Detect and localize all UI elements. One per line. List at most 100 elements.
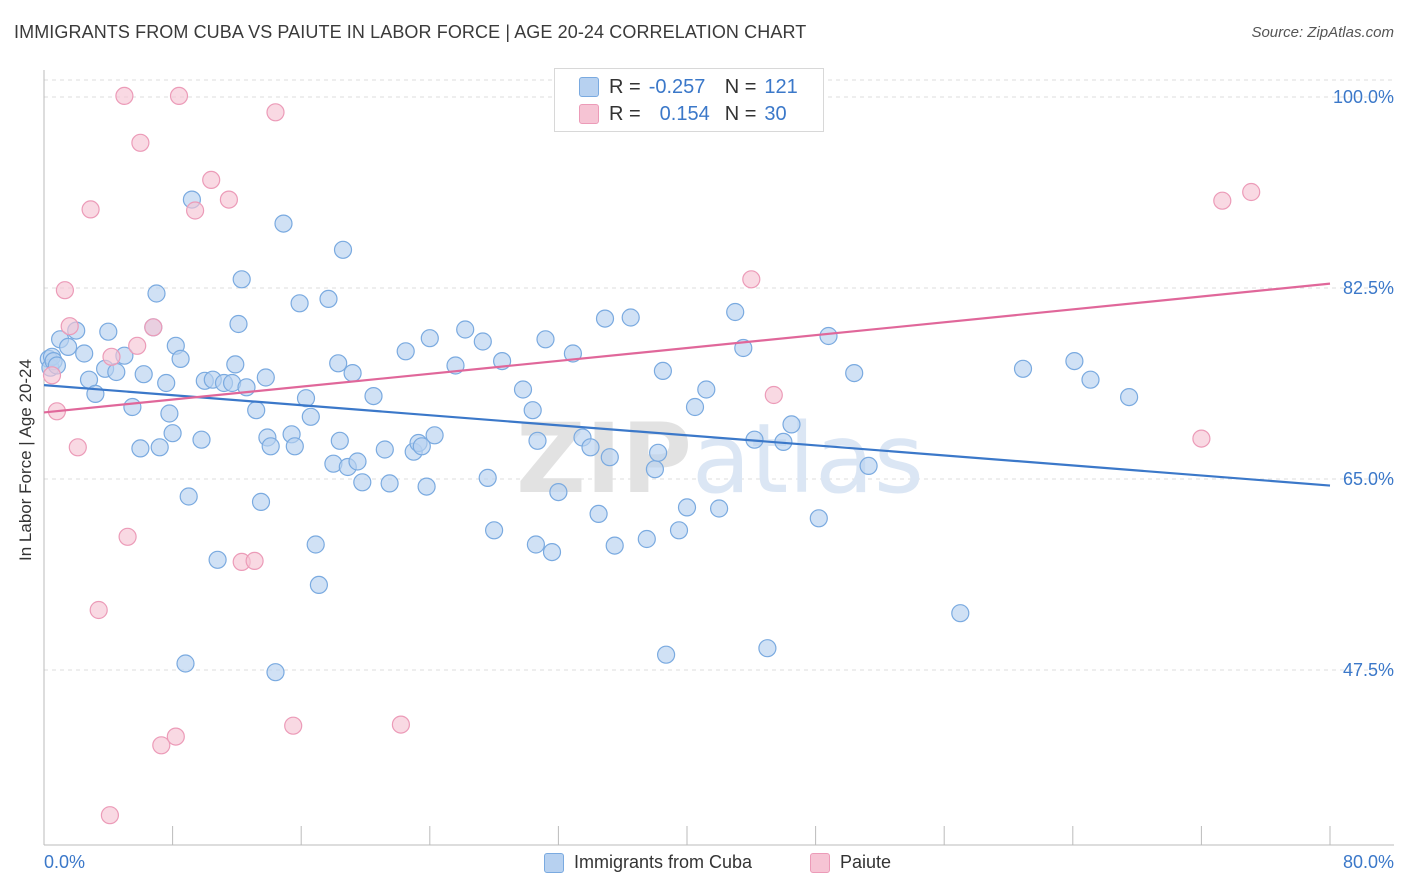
y-tick-label: 82.5% (1343, 278, 1394, 298)
cuba-point (176, 654, 195, 673)
cuba-point (417, 477, 436, 496)
cuba-point (285, 437, 304, 456)
cuba-point (1065, 352, 1084, 371)
paiute-point (102, 347, 121, 366)
data-points (39, 86, 1261, 825)
cuba-point (160, 404, 179, 423)
cuba-point (526, 535, 546, 554)
stats-legend: R = -0.257 N = 121 R = 0.154 N = 30 (554, 68, 824, 132)
cuba-point (306, 535, 325, 554)
cuba-point (589, 504, 608, 524)
cuba-point (375, 440, 394, 459)
cuba-point (595, 309, 615, 328)
cuba-point (75, 344, 94, 363)
cuba-point (536, 330, 555, 349)
cuba-trend-line (43, 384, 1331, 487)
r-label: R = (609, 75, 641, 98)
cuba-point (134, 365, 153, 384)
cuba-point (478, 468, 497, 487)
cuba-point (528, 431, 547, 450)
cuba-point (645, 460, 665, 479)
cuba-point (58, 337, 78, 356)
cuba-point (147, 284, 166, 303)
cuba-point (192, 430, 211, 449)
y-tick-label: 47.5% (1343, 660, 1394, 680)
cuba-point (600, 448, 619, 467)
paiute-point (284, 716, 303, 735)
paiute-point (742, 270, 761, 289)
cuba-point (621, 308, 640, 327)
cuba-point (951, 604, 970, 623)
cuba-point (232, 270, 251, 289)
paiute-point (131, 133, 150, 152)
cuba-point (1081, 370, 1100, 389)
cuba-point (581, 438, 600, 457)
paiute-point (81, 200, 100, 219)
legend-item-paiute[interactable]: Paiute (810, 852, 891, 873)
paiute-point (202, 170, 221, 189)
blue-swatch (579, 77, 599, 97)
x-tick-label-min: 0.0% (44, 852, 86, 872)
cuba-point (107, 362, 126, 382)
axes (43, 70, 1394, 846)
cuba-point (420, 329, 439, 348)
cuba-point (859, 456, 878, 475)
cuba-point (256, 368, 275, 387)
cuba-point (179, 487, 198, 506)
cuba-point (685, 397, 705, 417)
cuba-point (163, 424, 182, 443)
paiute-point (1213, 191, 1232, 210)
paiute-point (1192, 429, 1211, 448)
trend-lines (43, 282, 1331, 487)
cuba-point (171, 349, 190, 368)
y-tick-label: 65.0% (1343, 469, 1394, 489)
cuba-point (319, 289, 338, 308)
cuba-point (309, 575, 328, 595)
cuba-point (456, 320, 475, 339)
n-label: N = (724, 102, 757, 125)
cuba-point (329, 354, 348, 373)
cuba-point (226, 355, 245, 374)
paiute-point (115, 86, 134, 106)
paiute-trend-line (43, 282, 1331, 414)
n-value: 30 (764, 102, 787, 125)
cuba-point (99, 322, 118, 341)
paiute-point (169, 86, 189, 106)
cuba-point (330, 431, 349, 450)
cuba-point (348, 452, 367, 471)
cuba-point (157, 373, 176, 393)
paiute-point (166, 727, 185, 746)
cuba-point (648, 443, 668, 462)
legend-label: Paiute (840, 852, 892, 872)
cuba-point (563, 344, 583, 363)
paiute-point (144, 318, 163, 337)
stats-row-blue: R = -0.257 N = 121 (579, 74, 798, 100)
paiute-point (89, 600, 108, 620)
stats-row-pink: R = 0.154 N = 30 (579, 101, 787, 127)
paiute-point (245, 551, 264, 571)
paiute-point (128, 336, 147, 355)
cuba-point (150, 438, 169, 457)
cuba-point (819, 326, 838, 346)
legend-item-cuba[interactable]: Immigrants from Cuba (544, 852, 752, 873)
chart-title: IMMIGRANTS FROM CUBA VS PAIUTE IN LABOR … (14, 22, 807, 42)
cuba-point (809, 509, 828, 528)
paiute-point (391, 715, 410, 734)
r-value: -0.257 (648, 75, 706, 98)
cuba-point (261, 437, 280, 456)
chart-source: Source: ZipAtlas.com (1251, 24, 1394, 41)
cuba-point (709, 499, 729, 518)
paiute-point (219, 190, 238, 209)
legend-label: Immigrants from Cuba (574, 852, 753, 872)
cuba-point (301, 407, 320, 426)
series-legend: Immigrants from Cuba Paiute (0, 852, 1406, 878)
cuba-point (697, 380, 716, 399)
cuba-point (758, 639, 777, 658)
cuba-point (343, 364, 362, 383)
cuba-point (605, 536, 624, 555)
cuba-point (637, 529, 656, 549)
cuba-point (542, 542, 562, 562)
cuba-point (333, 240, 353, 259)
pink-swatch (579, 104, 599, 124)
